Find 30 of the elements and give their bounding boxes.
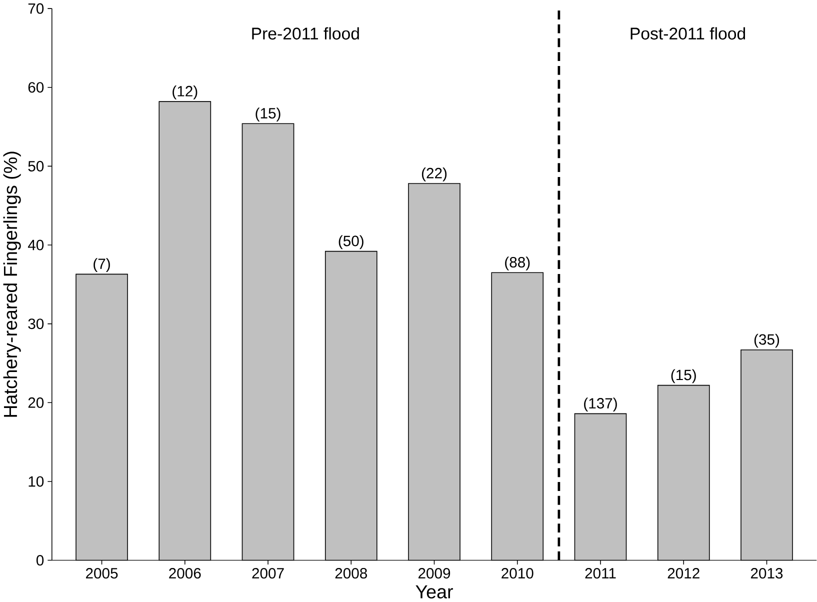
y-tick-label: 40 [28,240,44,250]
annotation: (22) [422,168,447,182]
y-tick-label: 10 [28,476,44,487]
x-axis-title: Year [416,585,453,599]
x-tick-label: 2008 [335,568,368,579]
y-tick-label: 70 [28,3,44,14]
annotation: (15) [671,369,696,384]
annotation: (7) [94,258,110,272]
y-tick-label: 0 [36,555,44,566]
x-tick-label: 2012 [668,568,700,579]
annotation: (50) [338,235,364,250]
y-tick-label: 50 [28,161,44,172]
y-tick-label: 30 [28,318,44,330]
annotation: (15) [256,108,280,122]
annotation: (35) [754,334,780,348]
x-tick-label: 2009 [418,568,450,579]
y-tick-label: 60 [28,82,44,93]
x-tick-label: 2005 [86,568,118,579]
x-tick-label: 2010 [502,568,534,579]
annotation: (137) [584,398,617,412]
x-tick-label: 2013 [750,568,783,579]
annotation: (12) [172,86,198,100]
x-tick-label: 2006 [169,568,201,579]
y-tick-label: 20 [28,397,44,408]
annotation: Pre-2011 flood [252,27,359,40]
y-axis-title: Hatchery-reared Fingerlings (%) [3,152,21,417]
annotation: (88) [505,256,530,271]
x-tick-label: 2007 [252,568,284,579]
x-tick-label: 2011 [585,568,616,579]
annotation: Post-2011 flood [630,27,746,40]
